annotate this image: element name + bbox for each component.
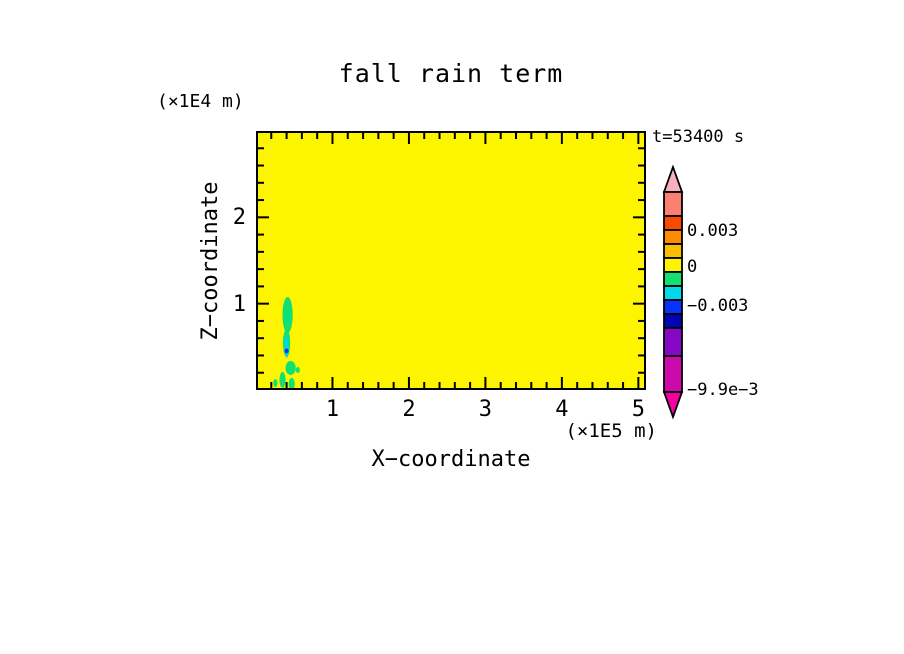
colorbar-value-label: 0 [687, 257, 698, 277]
plot-canvas [256, 131, 646, 390]
y-tick-label: 1 [232, 291, 246, 317]
colorbar-value-label: −0.003 [687, 296, 749, 316]
x-tick-label: 5 [631, 397, 645, 422]
y-axis-label: Z−coordinate [198, 181, 223, 341]
y-tick-label: 2 [232, 205, 246, 231]
x-tick-label: 1 [325, 397, 340, 422]
x-axis-label: X−coordinate [371, 447, 531, 472]
plot-title: fall rain term [338, 59, 564, 88]
x-tick-label: 4 [555, 397, 569, 422]
y-axis-unit-label: (×1E4 m) [157, 91, 244, 112]
colorbar [662, 164, 684, 424]
x-tick-label: 3 [478, 397, 493, 422]
x-tick-label: 2 [402, 397, 416, 422]
contour-field [256, 131, 646, 390]
x-axis-unit-label: (×1E5 m) [565, 420, 657, 442]
colorbar-scale [662, 164, 684, 420]
colorbar-value-label: −9.9e−3 [687, 380, 759, 400]
colorbar-value-label: 0.003 [687, 221, 739, 241]
time-annotation: t=53400 s [652, 127, 745, 147]
